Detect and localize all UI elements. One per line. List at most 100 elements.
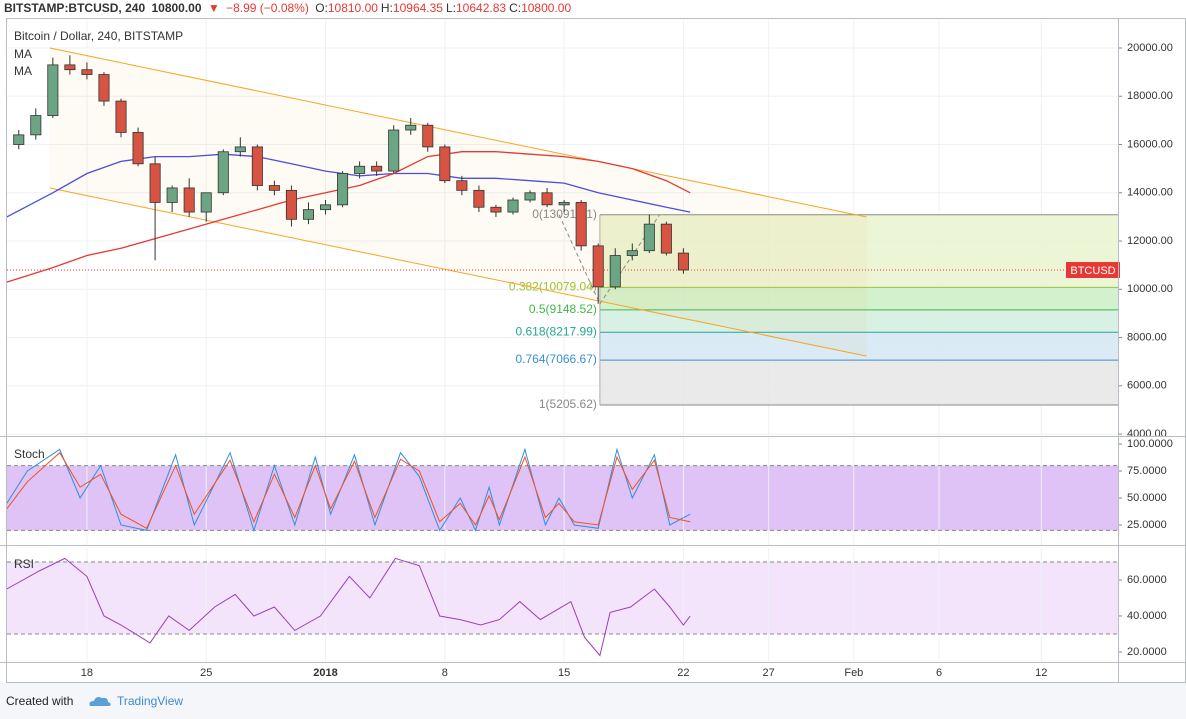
candle-body: [677, 252, 689, 271]
candle-body: [388, 129, 400, 172]
created-with: Created with: [6, 694, 74, 708]
price-tag-label: BTCUSD: [1070, 265, 1115, 277]
y-tick-label: 40.0000: [1127, 610, 1167, 622]
candle-body: [354, 165, 366, 174]
x-tick-label: 15: [558, 667, 570, 679]
footer: Created with TradingView: [0, 683, 1186, 719]
ohlc-value: 10964.35: [392, 1, 443, 15]
ohlc-value: 10642.83: [456, 1, 507, 15]
indicator-line: [6, 557, 691, 657]
y-tick-label: 20.0000: [1127, 646, 1167, 658]
candle-body: [285, 189, 297, 220]
legend-entry: MA: [14, 64, 32, 78]
candle-body: [643, 223, 655, 252]
ohlc-label: O:: [315, 1, 328, 15]
ohlc-value: 10810.00: [327, 1, 378, 15]
candle-body: [81, 69, 93, 75]
x-tick-label: 27: [763, 667, 775, 679]
brand[interactable]: TradingView: [117, 694, 184, 708]
ohlc-label: H:: [380, 1, 393, 15]
y-tick-label: 10000.00: [1127, 283, 1173, 295]
y-tick-label: 14000.00: [1127, 187, 1173, 199]
candle-body: [132, 132, 144, 165]
y-tick-label: 8000.00: [1127, 331, 1167, 343]
x-tick-label: 6: [936, 667, 942, 679]
fib-label: 0.382(10079.04): [509, 280, 597, 294]
y-tick-label: 100.0000: [1127, 438, 1173, 450]
candle-body: [371, 165, 383, 172]
y-tick-label: 60.0000: [1127, 574, 1167, 586]
x-tick-label: 18: [81, 667, 93, 679]
moving-average: [6, 151, 691, 283]
candle-body: [183, 187, 195, 213]
fib-band: [599, 214, 1118, 288]
channel-fill: [49, 47, 867, 357]
fib-trend: [558, 214, 661, 305]
fib-band: [599, 360, 1118, 405]
candle-body: [575, 202, 587, 247]
fib-label: 1(5205.62): [539, 397, 597, 411]
candle-body: [558, 202, 570, 206]
symbol: BITSTAMP:BTCUSD, 240: [4, 1, 146, 15]
candle-body: [337, 173, 349, 206]
trendline: [49, 47, 867, 218]
y-tick-label: 18000.00: [1127, 90, 1173, 102]
candle-body: [149, 163, 161, 203]
candle-body: [98, 74, 110, 102]
candle-body: [541, 192, 553, 206]
candle-body: [405, 124, 417, 131]
y-tick-label: 75.0000: [1127, 465, 1167, 477]
candle-body: [234, 146, 246, 153]
indicator-line: [6, 451, 691, 529]
candle-body: [64, 64, 76, 71]
candle-body: [166, 187, 178, 203]
candle-body: [47, 64, 59, 116]
fib-band: [599, 287, 1118, 310]
x-tick-label: Feb: [844, 667, 863, 679]
candle-body: [200, 192, 212, 213]
price-tag: [1066, 261, 1120, 278]
band-fill: [7, 562, 1118, 634]
candle-body: [13, 134, 25, 145]
fib-band: [599, 332, 1118, 361]
candle-body: [592, 245, 604, 288]
y-tick-label: 25.0000: [1127, 519, 1167, 531]
candle-body: [473, 189, 485, 208]
ohlc-label: L:: [445, 1, 456, 15]
fib-label: 0.5(9148.52): [529, 302, 597, 316]
candle-body: [609, 255, 621, 288]
chart: 20000.00 18000.00 16000.00 14000.00 12000.00…: [0, 18, 1186, 683]
fib-label: 0.764(7066.67): [516, 352, 597, 366]
candle-body: [524, 192, 536, 201]
candle-body: [626, 250, 638, 256]
candle-body: [422, 124, 434, 148]
chart-title: Bitcoin / Dollar, 240, BITSTAMP: [14, 29, 183, 43]
ohlc-value: 10800.00: [521, 1, 572, 15]
pane-title: RSI: [14, 557, 34, 571]
candle-body: [251, 146, 263, 186]
candle-body: [490, 206, 502, 213]
band-fill: [7, 465, 1118, 531]
y-tick-label: 50.0000: [1127, 492, 1167, 504]
fib-band: [599, 309, 1118, 333]
y-tick-label: 20000.00: [1127, 42, 1173, 54]
pane-title: Stoch: [14, 447, 45, 461]
x-tick-label: 25: [200, 667, 212, 679]
last-price: 10800.00: [151, 1, 202, 15]
change: −8.99 (−0.08%): [226, 1, 309, 15]
candle-body: [268, 185, 280, 191]
arrow: ▼: [207, 1, 220, 15]
x-tick-label: 8: [442, 667, 448, 679]
candle-body: [660, 223, 672, 254]
logo: [89, 697, 111, 706]
candle-body: [320, 204, 332, 211]
x-tick-label: 12: [1035, 667, 1047, 679]
fib-label: 0.618(8217.99): [516, 324, 597, 338]
candle-body: [217, 151, 229, 194]
candle-body: [439, 146, 451, 182]
ohlc-label: C:: [509, 1, 522, 15]
x-tick-label: 2018: [313, 667, 337, 679]
candle-body: [30, 115, 42, 136]
legend-entry: MA: [14, 47, 32, 61]
